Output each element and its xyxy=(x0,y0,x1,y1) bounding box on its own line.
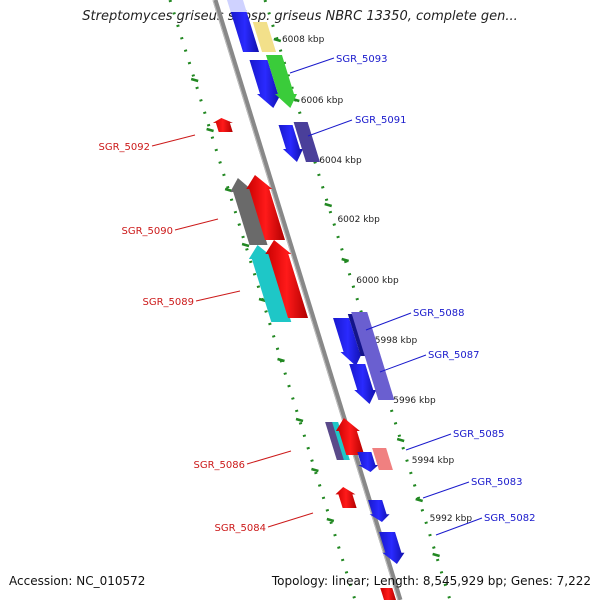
label-leaders xyxy=(151,57,483,536)
gene-arrow[interactable] xyxy=(249,60,281,108)
gene-label-leader xyxy=(195,290,241,302)
ruler-tick xyxy=(415,497,424,503)
ruler-label: 5998 kbp xyxy=(375,336,418,346)
gene-block[interactable] xyxy=(372,448,393,470)
ruler-tick xyxy=(277,357,285,363)
gene-label-leader xyxy=(307,119,353,137)
gene-label-sgr-5090[interactable]: SGR_5090 xyxy=(122,226,174,237)
gene-arrow[interactable] xyxy=(357,452,379,472)
gene-label-sgr-5085[interactable]: SGR_5085 xyxy=(453,429,505,440)
gene-label-sgr-5091[interactable]: SGR_5091 xyxy=(355,115,407,126)
gene-block[interactable] xyxy=(252,22,277,52)
gene-arrow[interactable] xyxy=(246,175,285,240)
gene-arrow[interactable] xyxy=(368,500,390,522)
gene-label-sgr-5084[interactable]: SGR_5084 xyxy=(215,523,267,534)
gene-label-sgr-5086[interactable]: SGR_5086 xyxy=(194,460,246,471)
gene-block[interactable] xyxy=(230,12,260,52)
gene-arrow[interactable] xyxy=(230,178,268,245)
ruler-label: 6004 kbp xyxy=(319,156,362,166)
gene-label-sgr-5089[interactable]: SGR_5089 xyxy=(143,297,195,308)
map-title: Streptomyces griseus subsp. griseus NBRC… xyxy=(82,9,518,24)
gene-block[interactable] xyxy=(380,588,396,600)
ruler-tick xyxy=(324,202,333,208)
gene-arrow[interactable] xyxy=(333,318,363,366)
backbone-highlight xyxy=(212,0,399,600)
ruler-label: 5996 kbp xyxy=(393,396,436,406)
gene-arrow[interactable] xyxy=(265,240,309,318)
gene-arrow[interactable] xyxy=(335,487,357,508)
gene-label-leader xyxy=(246,450,292,465)
ruler-track: 6008 kbp 6006 kbp 6004 kbp 6002 kbp 6000 kbp… xyxy=(168,0,473,600)
ruler-label: 5994 kbp xyxy=(412,456,455,466)
ruler-tick xyxy=(224,187,233,193)
ruler-tick xyxy=(241,242,250,248)
gene-arrow[interactable] xyxy=(349,364,377,404)
ruler-tick xyxy=(311,467,319,473)
ruler-tick xyxy=(341,257,350,263)
ruler-tick xyxy=(206,127,214,133)
gene-label-sgr-5088[interactable]: SGR_5088 xyxy=(413,308,465,319)
gene-label-leader xyxy=(405,433,452,451)
gene-block[interactable] xyxy=(293,122,320,162)
accession-text: Accession: NC_010572 xyxy=(9,574,146,588)
gene-arrow[interactable] xyxy=(212,118,233,132)
ruler-label: 6006 kbp xyxy=(301,96,344,106)
gene-block[interactable] xyxy=(325,422,345,460)
gene-block[interactable] xyxy=(351,312,395,400)
genome-summary-text: Topology: linear; Length: 8,545,929 bp; … xyxy=(271,574,591,588)
gene-arrow[interactable] xyxy=(379,532,405,564)
gene-label-leader xyxy=(289,57,335,74)
gene-label-sgr-5083[interactable]: SGR_5083 xyxy=(471,477,523,488)
ruler-label: 6008 kbp xyxy=(282,35,325,45)
ruler-tick xyxy=(326,517,335,523)
ruler-tick xyxy=(190,77,199,83)
ruler-tick xyxy=(432,552,440,558)
gene-arrow[interactable] xyxy=(248,245,292,322)
gene-label-leader xyxy=(422,481,470,499)
gene-arrow[interactable] xyxy=(335,418,365,455)
gene-label-sgr-5092[interactable]: SGR_5092 xyxy=(99,142,151,153)
gene-label-leader xyxy=(267,512,314,528)
gene-label-leader xyxy=(151,134,196,147)
ruler-tick xyxy=(295,417,304,423)
gene-features[interactable] xyxy=(212,0,405,600)
gene-labels[interactable]: SGR_5093 SGR_5091 SGR_5092 SGR_5090 SGR_5089… xyxy=(99,54,536,534)
gene-arrow[interactable] xyxy=(278,125,303,162)
gene-label-sgr-5087[interactable]: SGR_5087 xyxy=(428,350,480,361)
ruler-tick xyxy=(396,437,405,443)
gene-label-sgr-5082[interactable]: SGR_5082 xyxy=(484,513,536,524)
gene-label-sgr-5093[interactable]: SGR_5093 xyxy=(336,54,388,65)
gene-label-leader xyxy=(379,354,427,373)
ruler-label: 6002 kbp xyxy=(337,215,380,225)
gene-label-leader xyxy=(365,312,412,331)
ruler-tick xyxy=(273,37,282,43)
ruler-label: 5992 kbp xyxy=(430,514,473,524)
gene-label-leader xyxy=(435,517,483,536)
ruler-label: 6000 kbp xyxy=(356,276,399,286)
gene-arrow[interactable] xyxy=(265,55,297,108)
gene-label-leader xyxy=(174,218,219,231)
gene-block[interactable] xyxy=(227,0,247,12)
